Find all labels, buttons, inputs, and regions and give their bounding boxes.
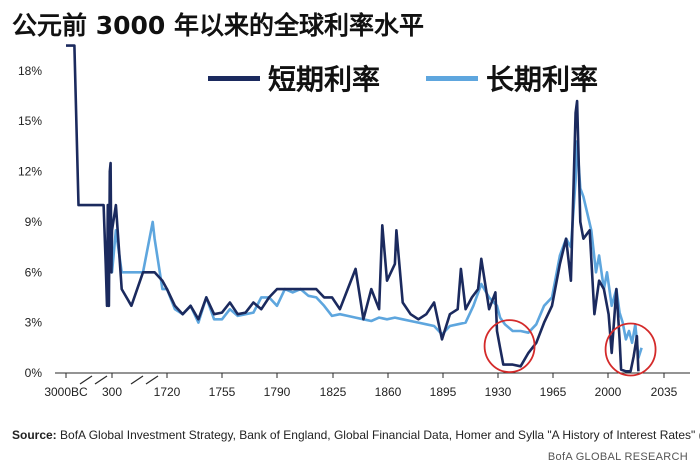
annotation-circle-1930s	[483, 319, 536, 374]
legend-item-long: 长期利率	[426, 58, 598, 98]
y-tick-label: 15%	[18, 114, 42, 128]
x-tick-label: 1965	[540, 385, 567, 399]
chart-title: 公元前 3000 年以来的全球利率水平	[12, 11, 424, 40]
y-axis-ticks: 0% 3% 6% 9% 12% 15% 18%	[18, 64, 42, 380]
axis-break-mark	[79, 375, 93, 385]
y-tick-label: 18%	[18, 64, 42, 78]
annotation-circle-2010s	[604, 322, 657, 377]
series-line-long-rate	[109, 140, 643, 360]
x-tick-label: 1860	[375, 385, 402, 399]
x-axis: 3000BC 300 1720 1755 1790 1825 1860 1895 1930 196…	[44, 372, 690, 399]
series-line-short-rate	[66, 44, 640, 373]
axis-break-mark	[130, 375, 144, 385]
y-tick-label: 3%	[25, 316, 43, 330]
legend-swatch-long	[426, 75, 479, 81]
y-tick-label: 6%	[25, 265, 43, 279]
legend-item-short: 短期利率	[208, 58, 380, 98]
legend-label-long: 长期利率	[486, 63, 599, 96]
x-tick-label: 1790	[264, 385, 291, 399]
x-tick-label: 1755	[209, 385, 236, 399]
y-tick-label: 9%	[25, 215, 43, 229]
legend-swatch-short	[208, 75, 260, 81]
x-tick-label: 1930	[485, 385, 512, 399]
legend: 短期利率 长期利率	[208, 60, 644, 96]
x-tick-label: 1720	[154, 385, 181, 399]
legend-label-short: 短期利率	[268, 63, 381, 96]
annotation-layer	[483, 319, 657, 377]
x-tick-label: 1895	[430, 385, 457, 399]
y-tick-label: 0%	[25, 366, 43, 380]
source-text: BofA Global Investment Strategy, Bank of…	[60, 428, 700, 442]
x-tick-label: 1825	[320, 385, 347, 399]
source-note: Source: BofA Global Investment Strategy,…	[12, 428, 700, 442]
axis-break-mark	[94, 375, 108, 385]
axis-break-mark	[145, 375, 159, 385]
x-tick-label: 300	[102, 385, 122, 399]
x-tick-label: 2000	[595, 385, 622, 399]
source-label: Source:	[12, 428, 57, 442]
series-layer	[66, 44, 643, 373]
x-tick-label: 3000BC	[44, 385, 88, 399]
y-tick-label: 12%	[18, 165, 42, 179]
brand-label: BofA GLOBAL RESEARCH	[547, 451, 688, 463]
x-tick-label: 2035	[651, 385, 678, 399]
